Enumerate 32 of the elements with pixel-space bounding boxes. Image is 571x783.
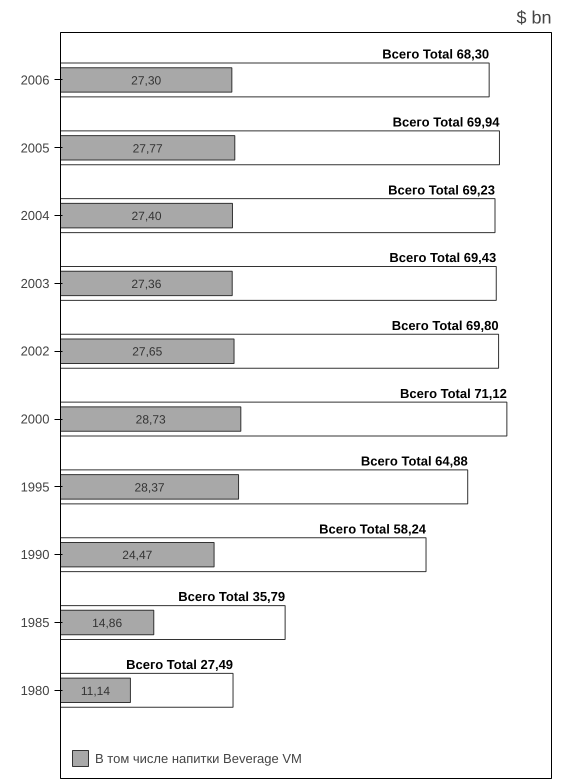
y-tick-label: 1985 bbox=[20, 615, 50, 630]
data-label: Всего Total 71,12 bbox=[400, 386, 507, 401]
y-tick-label: 1995 bbox=[20, 479, 50, 494]
data-label: Всего Total 69,94 bbox=[392, 114, 500, 130]
data-label: 27,77 bbox=[132, 141, 163, 156]
data-label: Всего Total 69,23 bbox=[388, 182, 496, 198]
data-label: Всего Total 69,80 bbox=[392, 318, 499, 333]
text: $ bn bbox=[516, 8, 552, 28]
y-tick-label: 1980 bbox=[20, 682, 50, 698]
data-label: 28,37 bbox=[134, 480, 165, 494]
data-label: Всего Total 58,24 bbox=[319, 521, 427, 536]
y-tick-label: 2002 bbox=[20, 344, 50, 359]
y-tick-label: 1990 bbox=[20, 547, 50, 562]
data-label: 28,73 bbox=[136, 412, 166, 427]
y-tick-label: 2000 bbox=[20, 412, 50, 427]
data-label: 14,86 bbox=[92, 616, 122, 630]
data-label: 24,47 bbox=[122, 548, 153, 562]
data-label: Всего Total 68,30 bbox=[382, 46, 490, 62]
data-label: Всего Total 69,43 bbox=[389, 250, 496, 266]
data-label: 11,14 bbox=[80, 684, 110, 698]
data-label: 27,65 bbox=[132, 344, 163, 359]
data-label: Всего Total 35,79 bbox=[178, 589, 286, 604]
y-tick-label: 2006 bbox=[20, 72, 50, 88]
data-label: 27,30 bbox=[131, 73, 162, 88]
data-label: Всего Total 64,88 bbox=[360, 454, 468, 469]
y-tick-label: 2005 bbox=[20, 140, 50, 156]
y-tick-label: 2003 bbox=[20, 276, 50, 291]
legend-label: В том числе напитки Beverage VM bbox=[95, 750, 302, 766]
y-tick-label: 2004 bbox=[20, 208, 50, 224]
data-label: 27,40 bbox=[131, 209, 162, 224]
data-label: 27,36 bbox=[131, 276, 162, 291]
data-label: Всего Total 27,49 bbox=[126, 657, 234, 672]
